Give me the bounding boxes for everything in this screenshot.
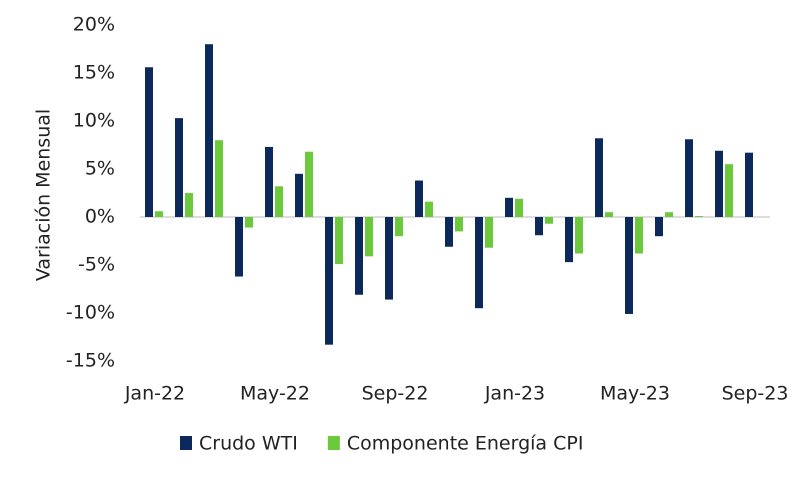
bar bbox=[445, 217, 453, 247]
bar bbox=[715, 150, 723, 217]
bar bbox=[305, 151, 313, 217]
bar bbox=[425, 201, 433, 217]
legend-swatch bbox=[180, 436, 192, 450]
bar bbox=[395, 217, 403, 237]
y-tick-label: 0% bbox=[85, 206, 115, 228]
bar bbox=[205, 44, 213, 218]
y-tick-label: 5% bbox=[85, 158, 115, 180]
legend-label: Crudo WTI bbox=[199, 433, 298, 455]
bar bbox=[155, 211, 163, 217]
y-tick-label: 10% bbox=[73, 110, 115, 132]
bar bbox=[335, 217, 343, 265]
bar bbox=[245, 217, 253, 228]
x-tick-label: Sep-22 bbox=[362, 383, 429, 405]
bar bbox=[655, 217, 663, 237]
bar bbox=[595, 138, 603, 217]
x-tick-label: Jan-23 bbox=[484, 383, 545, 405]
bar bbox=[215, 140, 223, 217]
bar bbox=[565, 217, 573, 263]
bar bbox=[725, 164, 733, 217]
bar bbox=[485, 217, 493, 248]
y-axis-title: Variación Mensual bbox=[33, 109, 55, 281]
y-tick-label: 20% bbox=[73, 14, 115, 36]
bar bbox=[515, 198, 523, 217]
bar bbox=[685, 139, 693, 217]
x-tick-label: May-22 bbox=[240, 383, 310, 405]
bar bbox=[385, 217, 393, 300]
bar bbox=[265, 146, 273, 217]
bar bbox=[295, 173, 303, 217]
x-tick-label: Jan-22 bbox=[124, 383, 185, 405]
bar bbox=[415, 180, 423, 217]
bar bbox=[625, 217, 633, 314]
bar bbox=[145, 67, 153, 218]
bar bbox=[325, 217, 333, 345]
bar bbox=[535, 217, 543, 236]
bar bbox=[275, 186, 283, 217]
y-tick-label: 15% bbox=[73, 62, 115, 84]
bar bbox=[475, 217, 483, 309]
bar bbox=[605, 212, 613, 217]
bar bbox=[665, 212, 673, 217]
bar bbox=[695, 216, 703, 217]
bar bbox=[355, 217, 363, 295]
bar bbox=[745, 152, 753, 217]
bar bbox=[365, 217, 373, 257]
bar bbox=[175, 118, 183, 217]
legend-label: Componente Energía CPI bbox=[347, 433, 584, 455]
bar bbox=[185, 193, 193, 217]
y-tick-label: -5% bbox=[78, 254, 115, 276]
bar bbox=[235, 217, 243, 277]
bar bbox=[635, 217, 643, 254]
bar bbox=[575, 217, 583, 254]
bar bbox=[455, 217, 463, 232]
y-tick-label: -15% bbox=[66, 350, 115, 372]
x-tick-label: Sep-23 bbox=[722, 383, 789, 405]
bar bbox=[505, 197, 513, 217]
x-tick-label: May-23 bbox=[600, 383, 670, 405]
y-tick-label: -10% bbox=[66, 302, 115, 324]
bar bbox=[545, 217, 553, 224]
legend-swatch bbox=[327, 436, 340, 450]
